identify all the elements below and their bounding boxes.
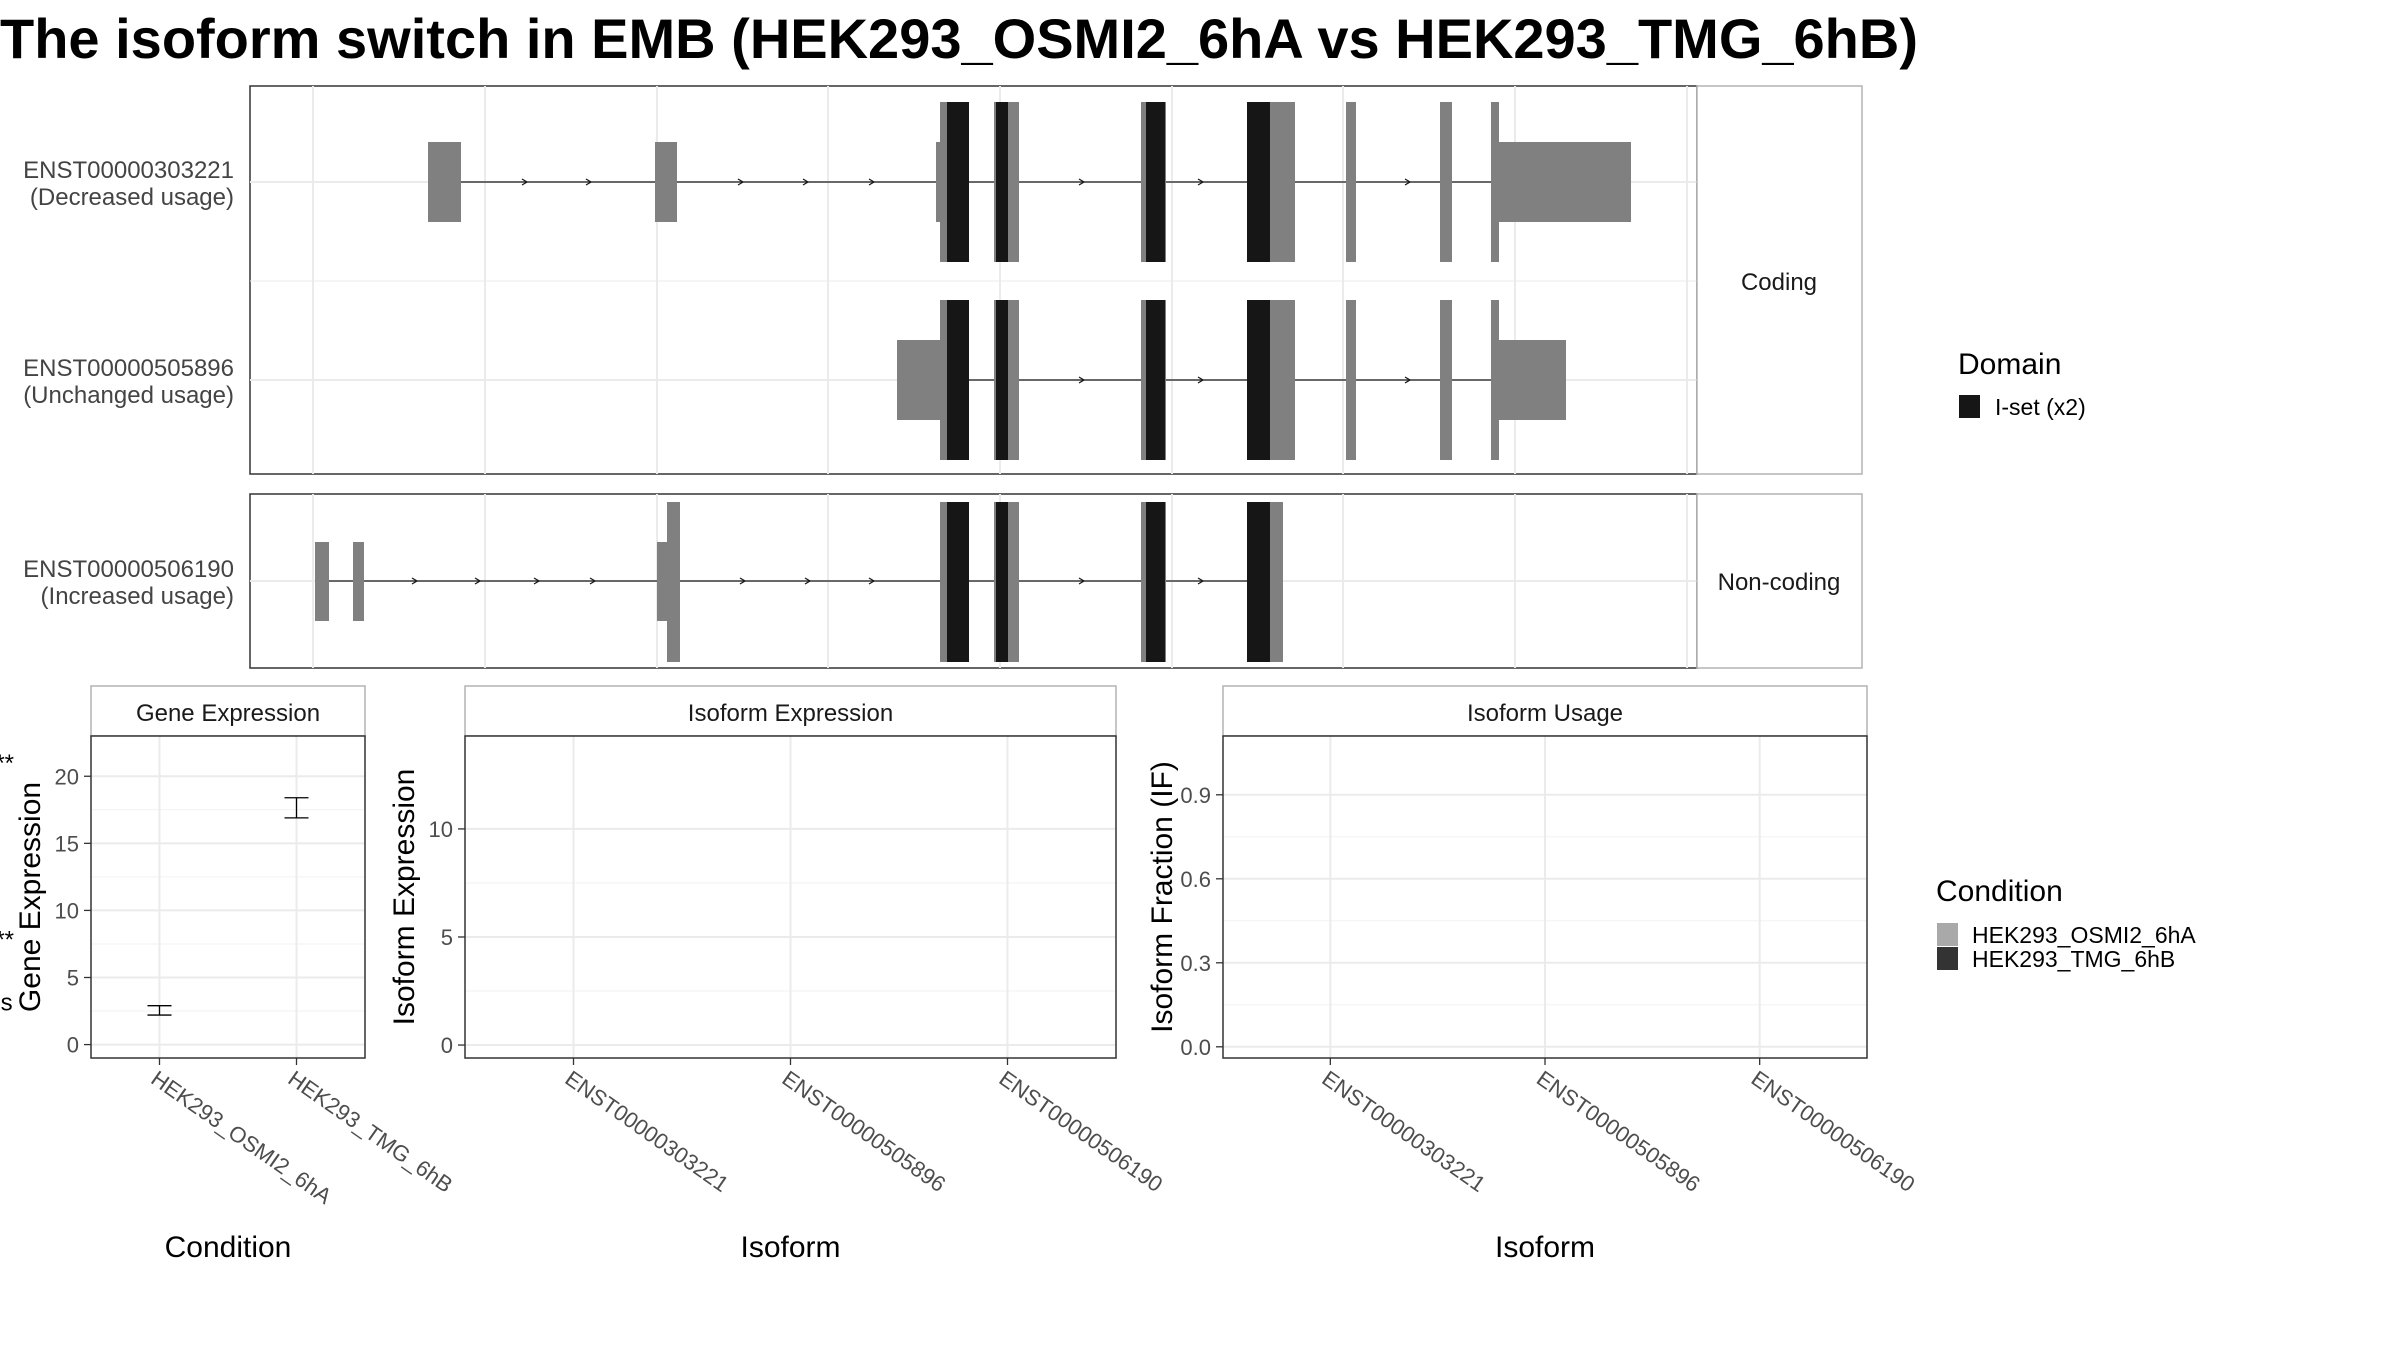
figure-title: The isoform switch in EMB (HEK293_OSMI2_… <box>0 7 1918 70</box>
condition-legend-key-b <box>1937 947 1958 970</box>
condition-legend: Condition HEK293_OSMI2_6hA HEK293_TMG_6h… <box>1936 875 2196 972</box>
transcript-ENST00000506190 <box>315 502 1283 662</box>
coding-strip <box>1696 85 1863 475</box>
x-tick-label: ENST00000506190 <box>995 1066 1168 1197</box>
significance-label: *** <box>0 750 14 777</box>
condition-legend-item-b: HEK293_TMG_6hB <box>1972 946 2175 972</box>
noncoding-strip-label: Non-coding <box>1718 569 1841 596</box>
transcript-label-2-usage: (Unchanged usage) <box>23 382 234 409</box>
x-tick-label: ENST00000505896 <box>1532 1066 1705 1197</box>
y-tick-label: 0 <box>67 1033 79 1058</box>
condition-legend-key-a <box>1937 923 1958 946</box>
plot-area <box>91 736 365 1058</box>
condition-legend-title: Condition <box>1936 875 2063 908</box>
y-tick-label: 0.9 <box>1180 783 1211 808</box>
y-tick-label: 0 <box>441 1033 453 1058</box>
i-set-domain <box>947 502 1270 662</box>
transcript-label-3-usage: (Increased usage) <box>41 583 234 610</box>
domain-legend-key <box>1959 395 1980 418</box>
panel-strip-label: Isoform Expression <box>688 700 893 727</box>
utr-exons <box>897 340 1566 420</box>
x-axis-title: Isoform <box>1495 1231 1595 1264</box>
transcript-ENST00000303221 <box>428 102 1631 262</box>
x-tick-label: ENST00000505896 <box>778 1066 951 1197</box>
error-bar <box>147 1005 172 1016</box>
coding-strip-label: Coding <box>1741 269 1817 296</box>
y-tick-label: 0.6 <box>1180 867 1211 892</box>
bar-charts: Gene Expression05101520HEK293_OSMI2_6hAH… <box>0 686 1919 1264</box>
x-tick-label: ENST00000506190 <box>1747 1066 1920 1197</box>
condition-legend-item-a: HEK293_OSMI2_6hA <box>1972 922 2196 948</box>
significance-label: ns <box>0 989 13 1016</box>
transcript-label-1-usage: (Decreased usage) <box>30 184 234 211</box>
y-tick-label: 10 <box>55 898 79 923</box>
panel-strip-label: Isoform Usage <box>1467 700 1623 727</box>
transcript-label-1-id: ENST00000303221 <box>23 157 234 184</box>
i-set-domain <box>947 102 1270 262</box>
x-tick-label: ENST00000303221 <box>1317 1066 1490 1197</box>
panel-border <box>90 735 366 1059</box>
domain-legend-title: Domain <box>1958 348 2061 381</box>
i-set-domain <box>947 300 1270 460</box>
x-tick-label: ENST00000303221 <box>561 1066 734 1197</box>
y-axis-title: Isoform Expression <box>388 769 421 1026</box>
panel-strip-label: Gene Expression <box>136 700 320 727</box>
y-tick-label: 5 <box>441 925 453 950</box>
coding-panel <box>249 85 1698 475</box>
domain-legend-item: I-set (x2) <box>1995 394 2086 420</box>
panel-strip <box>464 685 1117 737</box>
y-tick-label: 10 <box>429 817 453 842</box>
transcript-ENST00000505896 <box>897 300 1566 460</box>
x-axis-title: Condition <box>165 1231 292 1264</box>
intron-arrows <box>1078 376 1412 384</box>
y-tick-label: 5 <box>67 966 79 991</box>
significance-label: *** <box>0 926 14 953</box>
panel-1: Isoform Expression 0 5 10 ENST00000303221 ENS… <box>388 686 1167 1264</box>
noncoding-strip <box>1696 493 1863 669</box>
panel-strip <box>1222 685 1868 737</box>
transcript-label-2-id: ENST00000505896 <box>23 355 234 382</box>
y-axis-title: Gene Expression <box>14 782 47 1012</box>
y-tick-label: 20 <box>55 764 79 789</box>
intron-arrows <box>411 577 1205 585</box>
x-axis-title: Isoform <box>740 1231 840 1264</box>
y-axis-title: Isoform Fraction (IF) <box>1146 761 1179 1033</box>
y-tick-label: 0.3 <box>1180 951 1211 976</box>
y-tick-label: 0.0 <box>1180 1035 1211 1060</box>
intron-arrows <box>521 178 1412 186</box>
error-bar <box>284 797 309 819</box>
domain-legend: Domain I-set (x2) <box>1958 348 2086 420</box>
transcript-label-3-id: ENST00000506190 <box>23 556 234 583</box>
transcript-structure: Coding <box>23 85 2086 669</box>
y-tick-label: 15 <box>55 831 79 856</box>
